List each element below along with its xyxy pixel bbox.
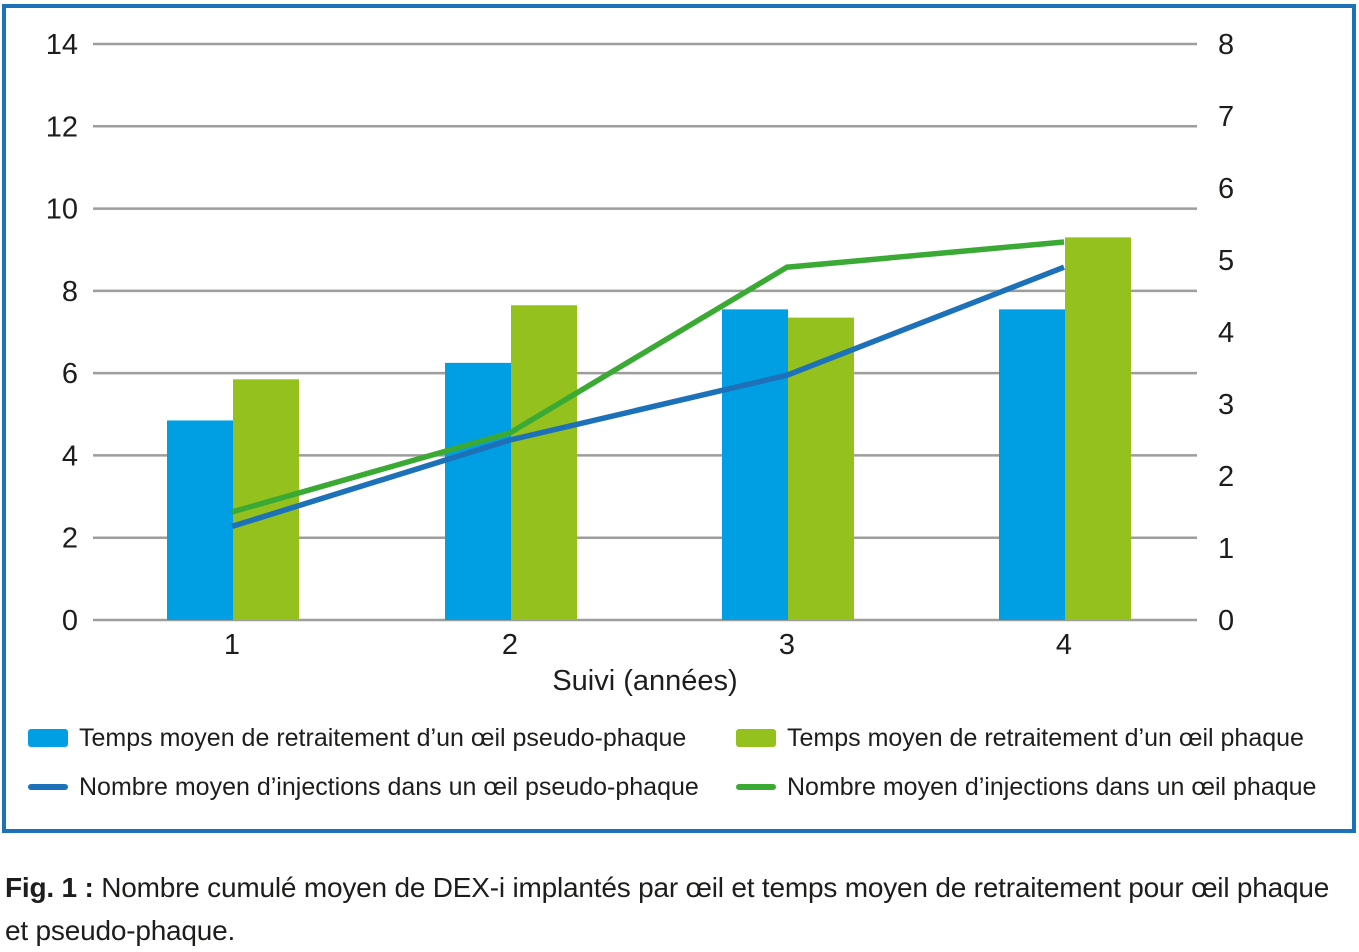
figure-caption: Fig. 1 : Nombre cumulé moyen de DEX-i im… [5,866,1357,952]
right-axis-tick-6: 6 [1218,173,1234,205]
legend-swatch-line-phaque-icon [736,784,776,790]
bar-pseudo-phaque-annee-2 [445,362,511,620]
bar-phaque-annee-2 [511,305,577,620]
legend-label: Nombre moyen d’injections dans un œil ph… [787,773,1317,801]
x-axis-tick-1: 1 [224,629,240,661]
bar-pseudo-phaque-annee-4 [999,309,1065,620]
bar-pseudo-phaque-annee-3 [722,309,788,620]
left-axis-tick-0: 0 [62,605,78,637]
left-axis-tick-2: 2 [62,523,78,555]
left-axis-tick-10: 10 [46,194,78,226]
legend-item-bar-phaque: Temps moyen de retraitement d’un œil pha… [736,724,1304,752]
legend-item-bar-pseudo-phaque: Temps moyen de retraitement d’un œil pse… [28,724,686,752]
x-axis-tick-3: 3 [779,629,795,661]
x-axis-tick-2: 2 [502,629,518,661]
right-axis-tick-7: 7 [1218,101,1234,133]
right-axis-tick-0: 0 [1218,605,1234,637]
figure-caption-text: Nombre cumulé moyen de DEX-i implantés p… [5,872,1330,946]
left-axis-tick-6: 6 [62,358,78,390]
legend-label: Temps moyen de retraitement d’un œil pha… [787,724,1304,752]
right-axis-tick-8: 8 [1218,29,1234,61]
line-pseudo-phaque [231,264,1065,530]
legend-swatch-bar-pseudo-phaque-icon [28,729,68,747]
right-axis-tick-3: 3 [1218,389,1234,421]
right-axis-tick-2: 2 [1218,461,1234,493]
figure-caption-prefix: Fig. 1 : [5,872,94,903]
left-axis-tick-14: 14 [46,29,78,61]
right-axis-tick-4: 4 [1218,317,1234,349]
legend-item-line-phaque: Nombre moyen d’injections dans un œil ph… [736,773,1316,801]
legend-label: Temps moyen de retraitement d’un œil pse… [79,724,687,752]
left-axis-tick-12: 12 [46,111,78,143]
right-axis-tick-5: 5 [1218,245,1234,277]
left-axis-tick-4: 4 [62,440,78,472]
bar-pseudo-phaque-annee-1 [167,420,233,620]
legend-swatch-line-pseudo-phaque-icon [28,784,68,790]
x-axis-tick-4: 4 [1056,629,1072,661]
left-axis-tick-8: 8 [62,276,78,308]
legend-swatch-bar-phaque-icon [736,729,776,747]
legend-label: Nombre moyen d’injections dans un œil ps… [79,773,699,801]
x-axis-title: Suivi (années) [552,665,737,697]
right-axis-tick-1: 1 [1218,533,1234,565]
legend-item-line-pseudo-phaque: Nombre moyen d’injections dans un œil ps… [28,773,699,801]
bar-phaque-annee-4 [1065,237,1131,620]
line-phaque [231,239,1065,515]
